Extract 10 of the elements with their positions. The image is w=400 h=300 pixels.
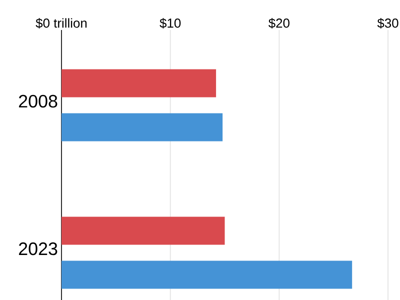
x-tick-label: $30 — [377, 18, 398, 28]
y-tick-label: 2008 — [18, 94, 58, 108]
bar — [62, 216, 225, 245]
x-tick-label: $10 — [160, 18, 181, 28]
bar — [62, 113, 223, 142]
y-tick-label: 2023 — [18, 242, 58, 256]
x-tick-label: $0 trillion — [36, 18, 87, 28]
x-tick-label: $20 — [268, 18, 290, 28]
bar — [62, 69, 216, 98]
bar — [62, 260, 352, 289]
